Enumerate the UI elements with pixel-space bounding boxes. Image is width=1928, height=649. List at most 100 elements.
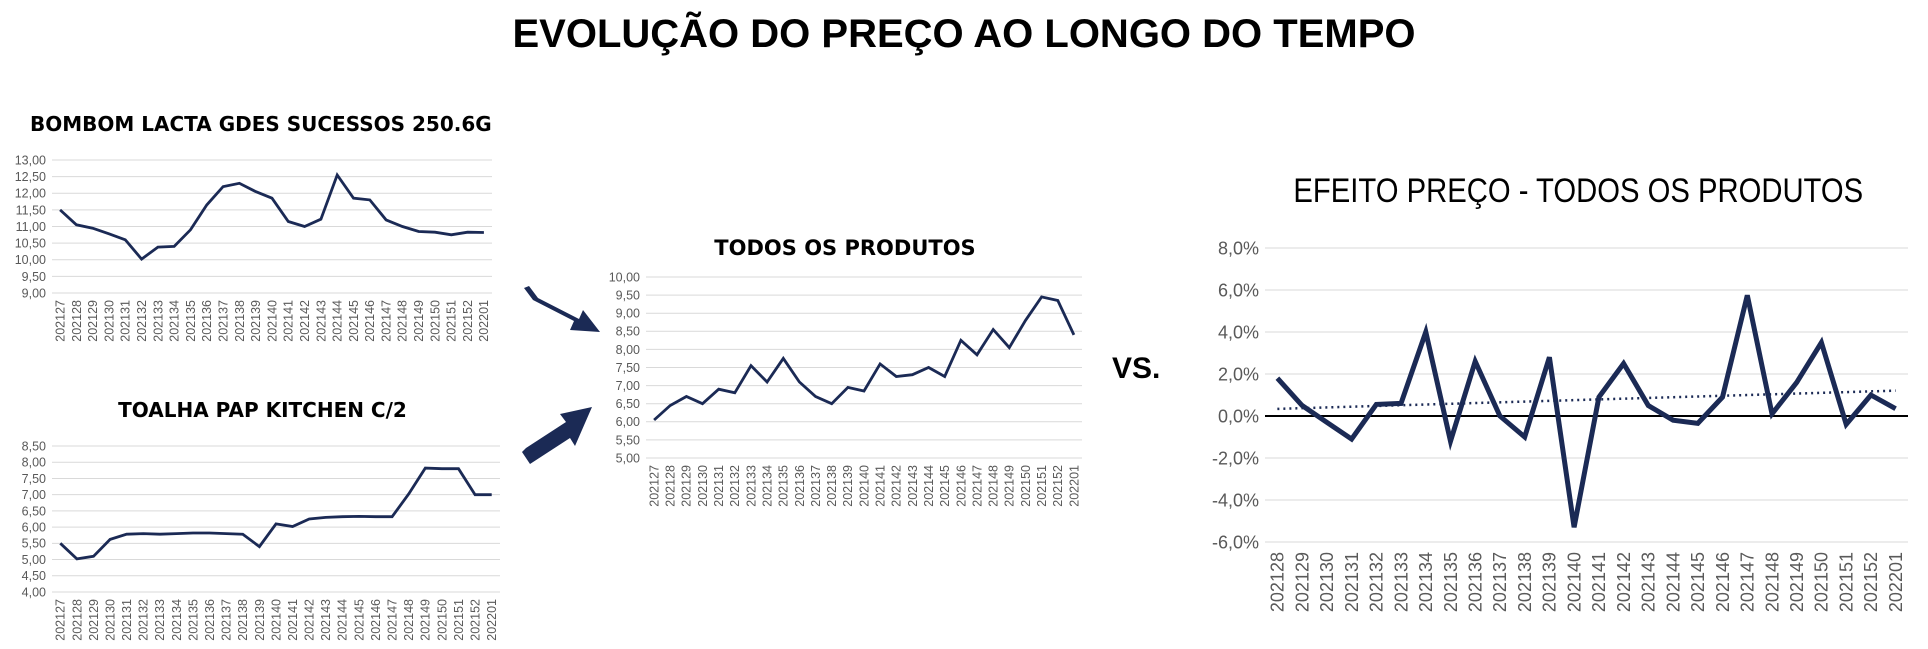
x-tick-label: 202150 <box>428 300 442 342</box>
y-tick-label: 6,00 <box>616 415 640 429</box>
x-tick-label: 202140 <box>265 300 279 342</box>
x-tick-label: 202137 <box>1490 552 1510 612</box>
x-tick-label: 202152 <box>1051 465 1065 507</box>
y-tick-label: 12,00 <box>15 187 46 201</box>
y-tick-label: 8,50 <box>22 439 46 453</box>
x-tick-label: 202201 <box>485 599 499 641</box>
x-tick-label: 202138 <box>236 599 250 641</box>
chart-efeito-preco: -6,0% -4,0% -2,0% 0,0% 2,0% 4,0% 6,0% 8,0% 20212… <box>1212 238 1908 612</box>
x-tick-label: 202146 <box>1713 552 1733 612</box>
x-tick-label: 202136 <box>200 300 214 342</box>
y-tick-label: 2,0% <box>1218 364 1259 384</box>
x-tick-label: 202151 <box>1836 552 1856 612</box>
x-tick-label: 202146 <box>954 465 968 507</box>
x-tick-label: 202134 <box>1416 552 1436 612</box>
x-tick-label: 202130 <box>102 300 116 342</box>
y-tick-label: 10,00 <box>15 253 46 267</box>
y-tick-label: 6,0% <box>1218 280 1259 300</box>
x-tick-label: 202131 <box>712 465 726 507</box>
x-tick-label: 202135 <box>777 465 791 507</box>
chart-title-toalha: TOALHA PAP KITCHEN C/2 <box>118 398 407 422</box>
x-tick-label: 202146 <box>363 300 377 342</box>
y-tick-label: 7,00 <box>22 488 46 502</box>
x-tick-label: 202139 <box>841 465 855 507</box>
x-tick-label: 202146 <box>369 599 383 641</box>
x-tick-label: 202149 <box>419 599 433 641</box>
x-tick-label: 202147 <box>379 300 393 342</box>
y-tick-label: 9,50 <box>22 270 46 284</box>
x-tick-label: 202132 <box>135 300 149 342</box>
x-tick-label: 202133 <box>151 300 165 342</box>
x-tick-label: 202141 <box>874 465 888 507</box>
x-tick-label: 202130 <box>696 465 710 507</box>
x-tick-label: 202128 <box>70 300 84 342</box>
chart-todos: 5,00 5,50 6,00 6,50 7,00 7,50 8,00 8,50 9,00 9,50… <box>609 270 1082 507</box>
x-tick-label: 202141 <box>286 599 300 641</box>
x-tick-label: 202142 <box>298 300 312 342</box>
x-tick-label: 202144 <box>331 300 345 342</box>
x-tick-label: 202129 <box>1292 552 1312 612</box>
x-tick-label: 202131 <box>1342 552 1362 612</box>
vs-label: VS. <box>1112 352 1161 385</box>
y-tick-label: 7,50 <box>616 361 640 375</box>
x-tick-label: 202127 <box>647 465 661 507</box>
y-tick-label: 4,0% <box>1218 322 1259 342</box>
x-tick-label: 202138 <box>1515 552 1535 612</box>
x-tick-label: 202148 <box>402 599 416 641</box>
y-tick-label: 9,00 <box>22 286 46 300</box>
x-tick-label: 202145 <box>938 465 952 507</box>
x-tick-label: 202128 <box>1268 552 1288 612</box>
x-tick-label: 202137 <box>216 300 230 342</box>
x-tick-label: 202131 <box>120 599 134 641</box>
x-tick-label: 202151 <box>452 599 466 641</box>
x-tick-label: 202134 <box>170 599 184 641</box>
x-tick-label: 202127 <box>54 599 68 641</box>
chart-title-efeito: EFEITO PREÇO - TODOS OS PRODUTOS <box>1293 172 1864 210</box>
x-tick-label: 202201 <box>477 300 491 342</box>
chart-title-bombom: BOMBOM LACTA GDES SUCESSOS 250.6G <box>30 112 492 136</box>
x-tick-label: 202129 <box>680 465 694 507</box>
y-tick-label: 8,00 <box>22 456 46 470</box>
x-tick-label: 202147 <box>970 465 984 507</box>
x-tick-label: 202134 <box>168 300 182 342</box>
x-tick-label: 202128 <box>664 465 678 507</box>
x-tick-label: 202151 <box>445 300 459 342</box>
x-tick-label: 202130 <box>1317 552 1337 612</box>
y-tick-label: 9,00 <box>616 307 640 321</box>
y-tick-label: -6,0% <box>1212 532 1259 552</box>
y-tick-label: 5,50 <box>22 537 46 551</box>
x-tick-label: 202128 <box>70 599 84 641</box>
arrow-right-up-icon <box>522 407 592 464</box>
x-tick-label: 202129 <box>87 599 101 641</box>
y-tick-label: 5,00 <box>22 553 46 567</box>
x-tick-label: 202143 <box>319 599 333 641</box>
x-tick-label: 202132 <box>1367 552 1387 612</box>
y-tick-label: 10,50 <box>15 237 46 251</box>
x-tick-label: 202136 <box>203 599 217 641</box>
x-tick-label: 202133 <box>153 599 167 641</box>
y-tick-label: 13,00 <box>15 153 46 167</box>
x-tick-label: 202143 <box>314 300 328 342</box>
y-tick-label: -2,0% <box>1212 448 1259 468</box>
page-title: EVOLUÇÃO DO PREÇO AO LONGO DO TEMPO <box>512 12 1416 56</box>
y-tick-label: 9,50 <box>616 288 640 302</box>
x-tick-label: 202149 <box>412 300 426 342</box>
x-tick-label: 202127 <box>54 300 68 342</box>
x-tick-label: 202141 <box>282 300 296 342</box>
x-tick-label: 202143 <box>1639 552 1659 612</box>
x-tick-label: 202150 <box>435 599 449 641</box>
x-tick-label: 202142 <box>1614 552 1634 612</box>
x-tick-label: 202139 <box>1540 552 1560 612</box>
y-tick-label: 7,50 <box>22 472 46 486</box>
y-tick-label: 10,00 <box>609 270 640 284</box>
x-tick-label: 202136 <box>1466 552 1486 612</box>
x-tick-label: 202142 <box>303 599 317 641</box>
x-tick-label: 202141 <box>1589 552 1609 612</box>
x-tick-label: 202135 <box>186 599 200 641</box>
y-tick-label: 11,00 <box>16 220 46 234</box>
y-tick-label: 7,00 <box>616 379 640 393</box>
x-tick-label: 202133 <box>1391 552 1411 612</box>
x-tick-label: 202144 <box>336 599 350 641</box>
y-tick-label: 4,50 <box>22 569 46 583</box>
